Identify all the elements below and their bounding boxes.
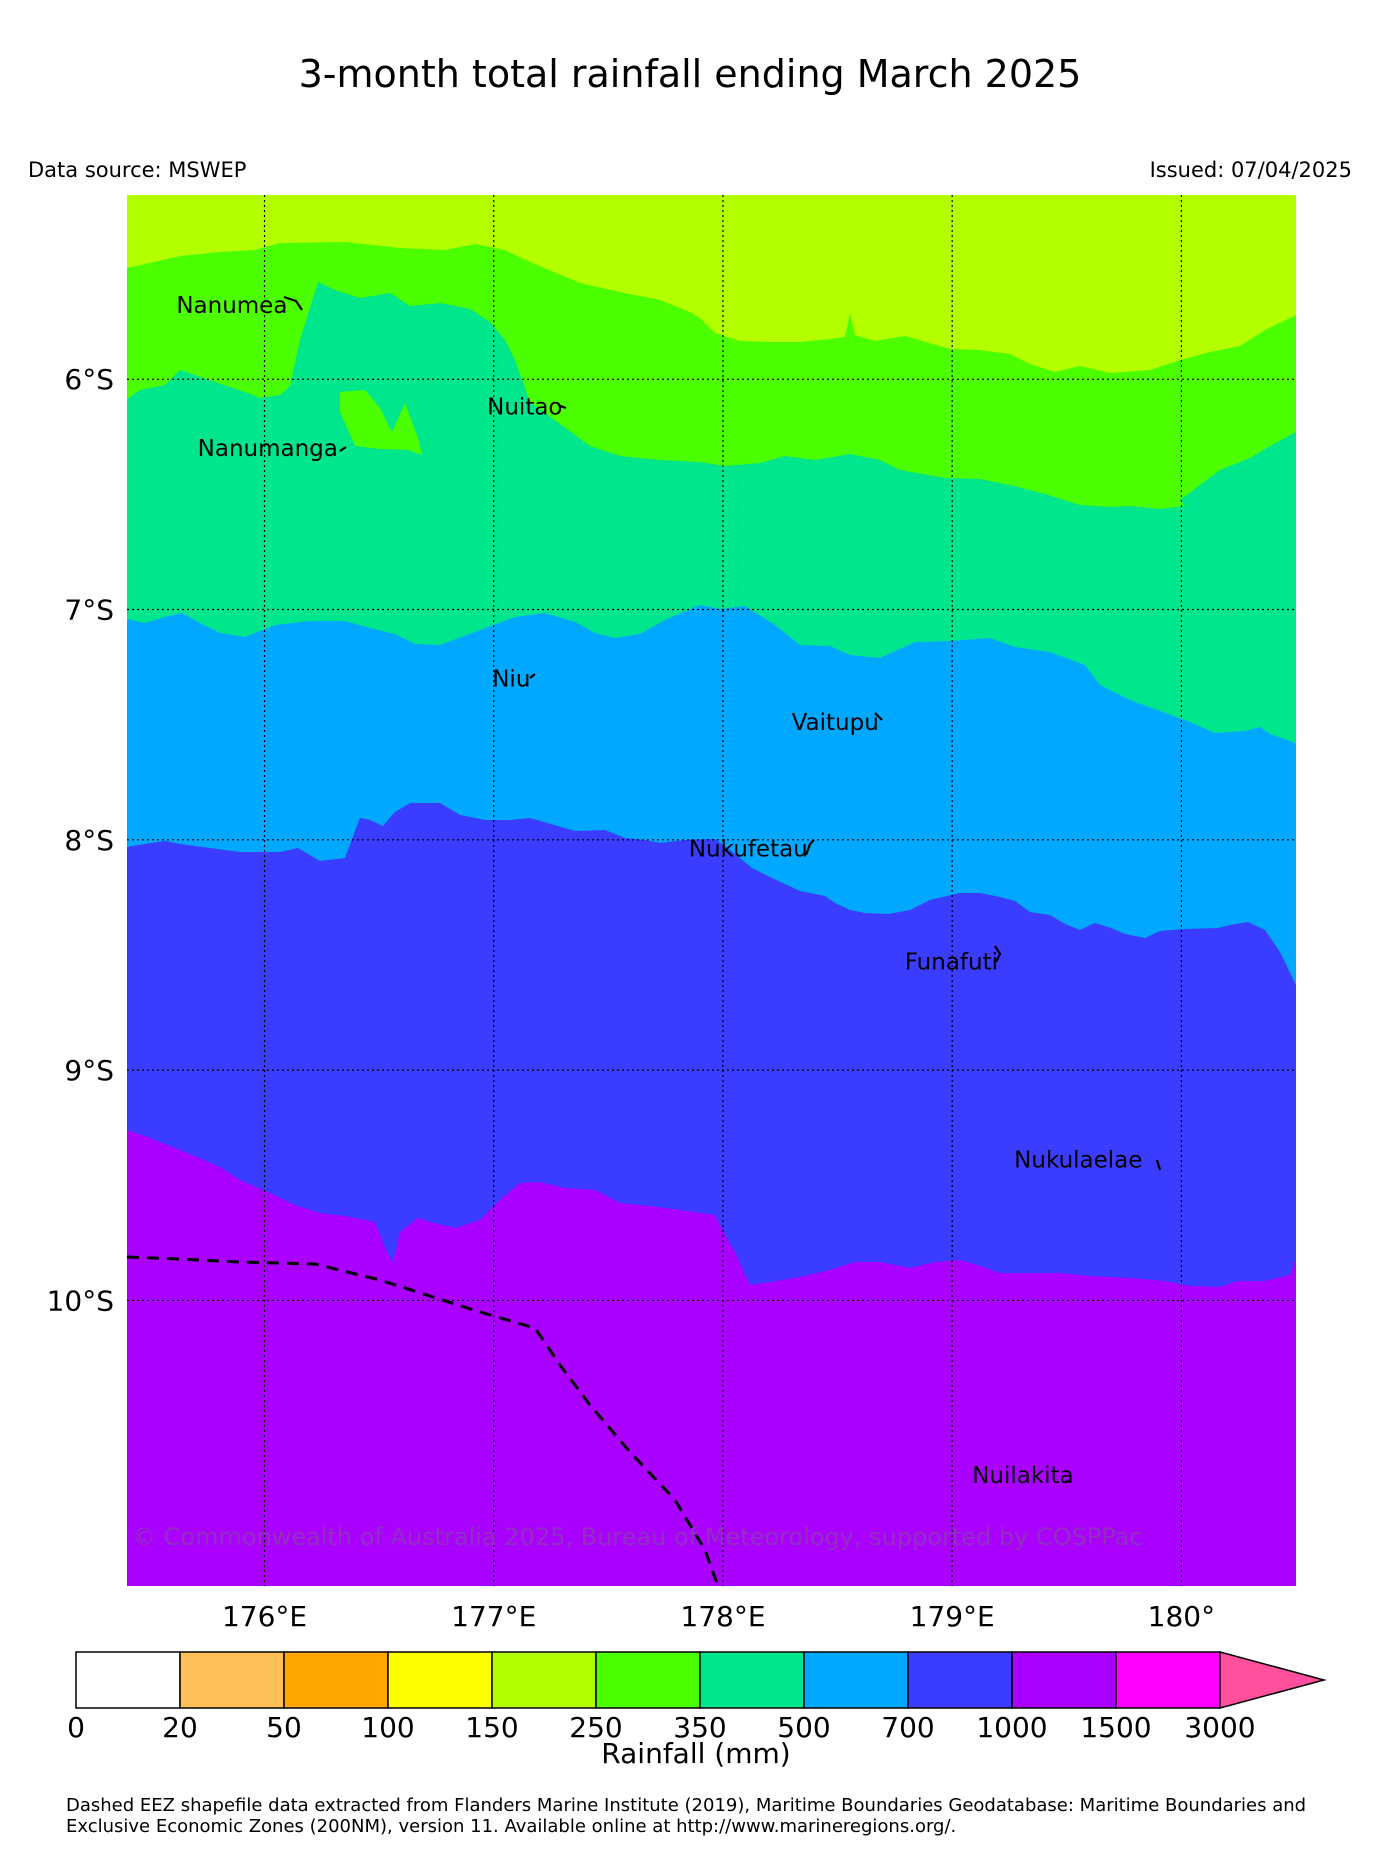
lon-tick-label: 180°	[1148, 1600, 1215, 1633]
colorbar-tick-label: 350	[673, 1711, 726, 1744]
place-label-niu: Niu	[492, 666, 530, 692]
colorbar-swatch	[387, 1651, 493, 1709]
copyright-notice: © Commonwealth of Australia 2025, Bureau…	[132, 1523, 1143, 1551]
band-1000-1500	[127, 1130, 1296, 1586]
colorbar-tick-label: 1500	[1080, 1711, 1151, 1744]
place-label-nukulaelae: Nukulaelae	[1014, 1148, 1142, 1174]
lon-tick-label: 179°E	[910, 1600, 995, 1633]
band-250-350-patch	[340, 390, 422, 455]
colorbar-tick-label: 700	[881, 1711, 934, 1744]
colorbar-tick-label: 1000	[976, 1711, 1047, 1744]
colorbar-tick-label: 50	[266, 1711, 302, 1744]
colorbar-tick-label: 3000	[1184, 1711, 1255, 1744]
chart-title: 3-month total rainfall ending March 2025	[298, 52, 1082, 96]
colorbar-swatch	[803, 1651, 909, 1709]
colorbar-swatch	[699, 1651, 805, 1709]
longitude-labels: 176°E 177°E 178°E 179°E 180°	[222, 1600, 1215, 1633]
island-nanumea	[283, 295, 303, 311]
lat-tick-label: 8°S	[64, 824, 114, 857]
colorbar-tick-label: 20	[162, 1711, 198, 1744]
footer-attribution: Dashed EEZ shapefile data extracted from…	[66, 1795, 1307, 1837]
island-outlines	[283, 295, 1162, 1484]
colorbar-tick-label: 100	[361, 1711, 414, 1744]
data-source: Data source: MSWEP	[28, 158, 247, 182]
eez-boundary	[126, 1255, 720, 1587]
place-label-nukufetau: Nukufetau	[689, 837, 808, 863]
lat-tick-label: 6°S	[64, 363, 114, 396]
colorbar-tick-label: 150	[465, 1711, 518, 1744]
lat-tick-label: 10°S	[47, 1284, 114, 1317]
island-nukulaelae	[1155, 1159, 1162, 1171]
island-nanumanga	[339, 446, 347, 452]
lon-tick-label: 177°E	[451, 1600, 536, 1633]
island-nukufetau	[804, 839, 815, 856]
colorbar-title: Rainfall (mm)	[601, 1737, 790, 1770]
colorbar-tick-label: 0	[67, 1711, 85, 1744]
place-label-nuitao: Nuitao	[487, 395, 562, 421]
place-label-nuilakita: Nuilakita	[972, 1463, 1073, 1489]
colorbar-swatch	[1011, 1651, 1117, 1709]
island-niu	[529, 673, 536, 679]
place-label-nanumea: Nanumea	[176, 293, 287, 319]
colorbar-tick-label: 500	[777, 1711, 830, 1744]
island-nuilakita	[1064, 1479, 1071, 1484]
colorbar-tick-label: 250	[569, 1711, 622, 1744]
place-label-vaitupu: Vaitupu	[792, 710, 879, 736]
colorbar-swatch	[179, 1651, 285, 1709]
latitude-labels: 6°S 7°S 8°S 9°S 10°S	[47, 363, 114, 1317]
colorbar-swatch	[595, 1651, 701, 1709]
island-vaitupu	[874, 712, 883, 721]
colorbar: 0 20 50 100 150 250 350 500 700 1000 1500 3000	[67, 1651, 1327, 1744]
colorbar-extend-arrow	[1219, 1651, 1327, 1709]
band-250-350-patch-2	[557, 330, 595, 365]
island-nuitao	[557, 403, 567, 410]
issued-date: Issued: 07/04/2025	[1149, 158, 1352, 182]
lat-tick-label: 7°S	[64, 594, 114, 627]
place-labels: Nanumea Nuitao Nanumanga Niu Vaitupu Nukufeta…	[176, 293, 1142, 1489]
colorbar-swatch	[907, 1651, 1013, 1709]
lon-tick-label: 176°E	[222, 1600, 307, 1633]
place-label-funafuti: Funafuti	[905, 950, 998, 976]
island-funafuti	[994, 945, 1002, 963]
colorbar-swatch	[75, 1651, 181, 1709]
place-label-nanumanga: Nanumanga	[198, 436, 338, 462]
lon-tick-label: 178°E	[680, 1600, 765, 1633]
gridlines	[127, 195, 1296, 1586]
colorbar-swatch	[1115, 1651, 1221, 1709]
colorbar-swatch	[491, 1651, 597, 1709]
colorbar-swatch	[283, 1651, 389, 1709]
lat-tick-label: 9°S	[64, 1054, 114, 1087]
rainfall-bands	[127, 195, 1296, 1586]
